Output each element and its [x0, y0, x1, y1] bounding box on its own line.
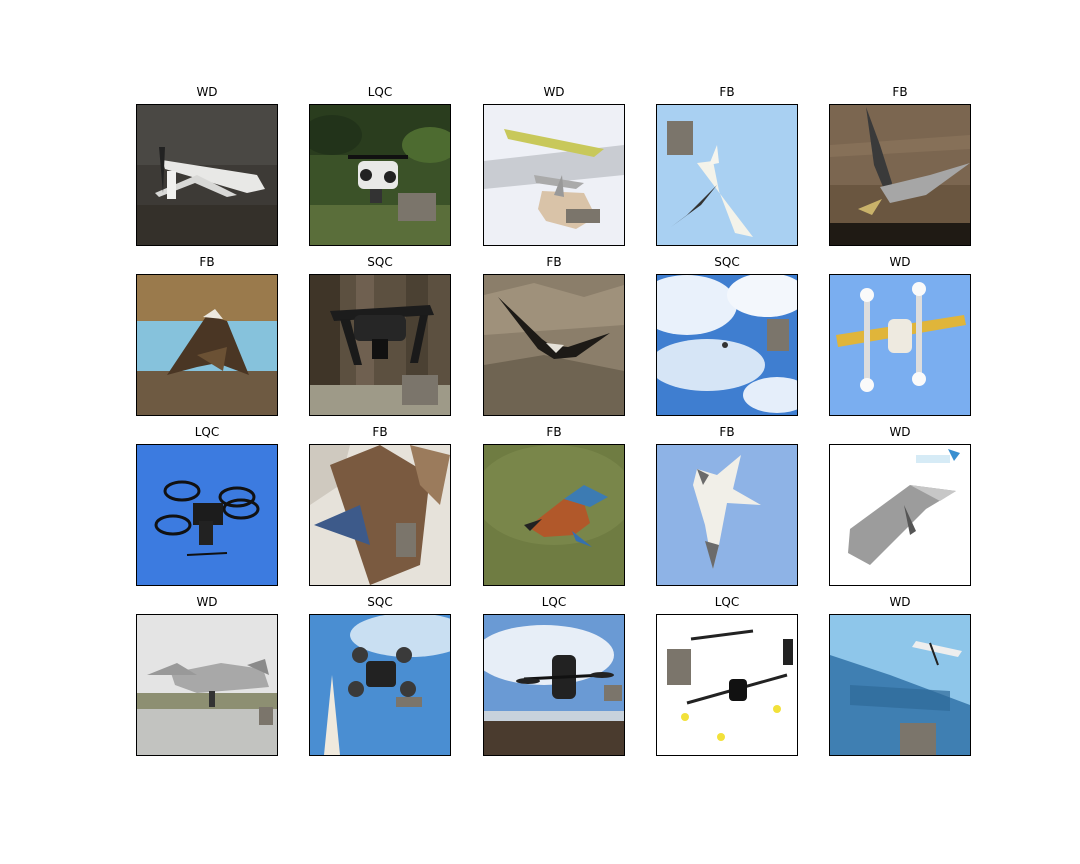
panel-image-frame: [656, 274, 798, 416]
panel-18: LQC: [483, 595, 625, 756]
quadcopter-blue-image: [137, 445, 277, 585]
panel-14: FB: [656, 425, 798, 586]
panel-image-frame: [136, 104, 278, 246]
panel-4: FB: [656, 85, 798, 246]
panel-image-frame: [309, 104, 451, 246]
panel-title: WD: [889, 595, 911, 609]
quad-tower-image: [310, 615, 450, 755]
panel-title: FB: [719, 85, 735, 99]
dark-drone-image: [137, 105, 277, 245]
egret-sky-image: [657, 105, 797, 245]
panel-title: LQC: [714, 595, 740, 609]
panel-title: WD: [196, 85, 218, 99]
panel-6: FB: [136, 255, 278, 416]
panel-image-frame: [136, 444, 278, 586]
panel-image-frame: [656, 104, 798, 246]
quadcopter-forest-image: [310, 105, 450, 245]
panel-16: WD: [136, 595, 278, 756]
panel-3: WD: [483, 85, 625, 246]
panel-title: FB: [372, 425, 388, 439]
panel-10: WD: [829, 255, 971, 416]
octo-drone-white-image: [657, 615, 797, 755]
panel-image-frame: [829, 104, 971, 246]
flying-wing-white-image: [830, 445, 970, 585]
osprey-water-image: [137, 275, 277, 415]
panel-12: FB: [309, 425, 451, 586]
panel-19: LQC: [656, 595, 798, 756]
panel-title: SQC: [367, 595, 393, 609]
panel-15: WD: [829, 425, 971, 586]
panel-title: LQC: [367, 85, 393, 99]
panel-title: SQC: [714, 255, 740, 269]
panel-1: WD: [136, 85, 278, 246]
panel-title: FB: [546, 425, 562, 439]
panel-17: SQC: [309, 595, 451, 756]
panel-2: LQC: [309, 85, 451, 246]
kingfisher-image: [484, 445, 624, 585]
panel-image-frame: [309, 444, 451, 586]
panel-title: FB: [546, 255, 562, 269]
panel-title: WD: [889, 425, 911, 439]
panel-image-frame: [483, 104, 625, 246]
tiny-drone-clouds-image: [657, 275, 797, 415]
panel-8: FB: [483, 255, 625, 416]
panel-title: SQC: [367, 255, 393, 269]
panel-image-frame: [829, 444, 971, 586]
panel-11: LQC: [136, 425, 278, 586]
panel-title: WD: [889, 255, 911, 269]
vtol-runway-image: [137, 615, 277, 755]
panel-title: LQC: [194, 425, 220, 439]
panel-image-frame: [309, 614, 451, 756]
panel-image-frame: [829, 614, 971, 756]
panel-image-frame: [136, 614, 278, 756]
panel-title: FB: [719, 425, 735, 439]
panel-20: WD: [829, 595, 971, 756]
panel-image-frame: [656, 614, 798, 756]
condor-valley-image: [484, 275, 624, 415]
panel-13: FB: [483, 425, 625, 586]
panel-title: LQC: [541, 595, 567, 609]
panel-image-frame: [483, 274, 625, 416]
yellow-plane-package-image: [484, 105, 624, 245]
panel-7: SQC: [309, 255, 451, 416]
panel-title: WD: [543, 85, 565, 99]
panel-9: SQC: [656, 255, 798, 416]
panel-image-frame: [656, 444, 798, 586]
falcon-closeup-image: [310, 445, 450, 585]
panel-image-frame: [309, 274, 451, 416]
panel-5: FB: [829, 85, 971, 246]
panel-image-frame: [136, 274, 278, 416]
gannet-sky-image: [657, 445, 797, 585]
hex-drone-coast-image: [484, 615, 624, 755]
panel-title: FB: [199, 255, 215, 269]
panel-title: WD: [196, 595, 218, 609]
plane-sign-image: [830, 615, 970, 755]
panel-image-frame: [829, 274, 971, 416]
multirotor-plane-image: [830, 275, 970, 415]
panel-image-frame: [483, 614, 625, 756]
panel-image-frame: [483, 444, 625, 586]
heron-grass-image: [830, 105, 970, 245]
panel-title: FB: [892, 85, 908, 99]
black-drone-forest-image: [310, 275, 450, 415]
